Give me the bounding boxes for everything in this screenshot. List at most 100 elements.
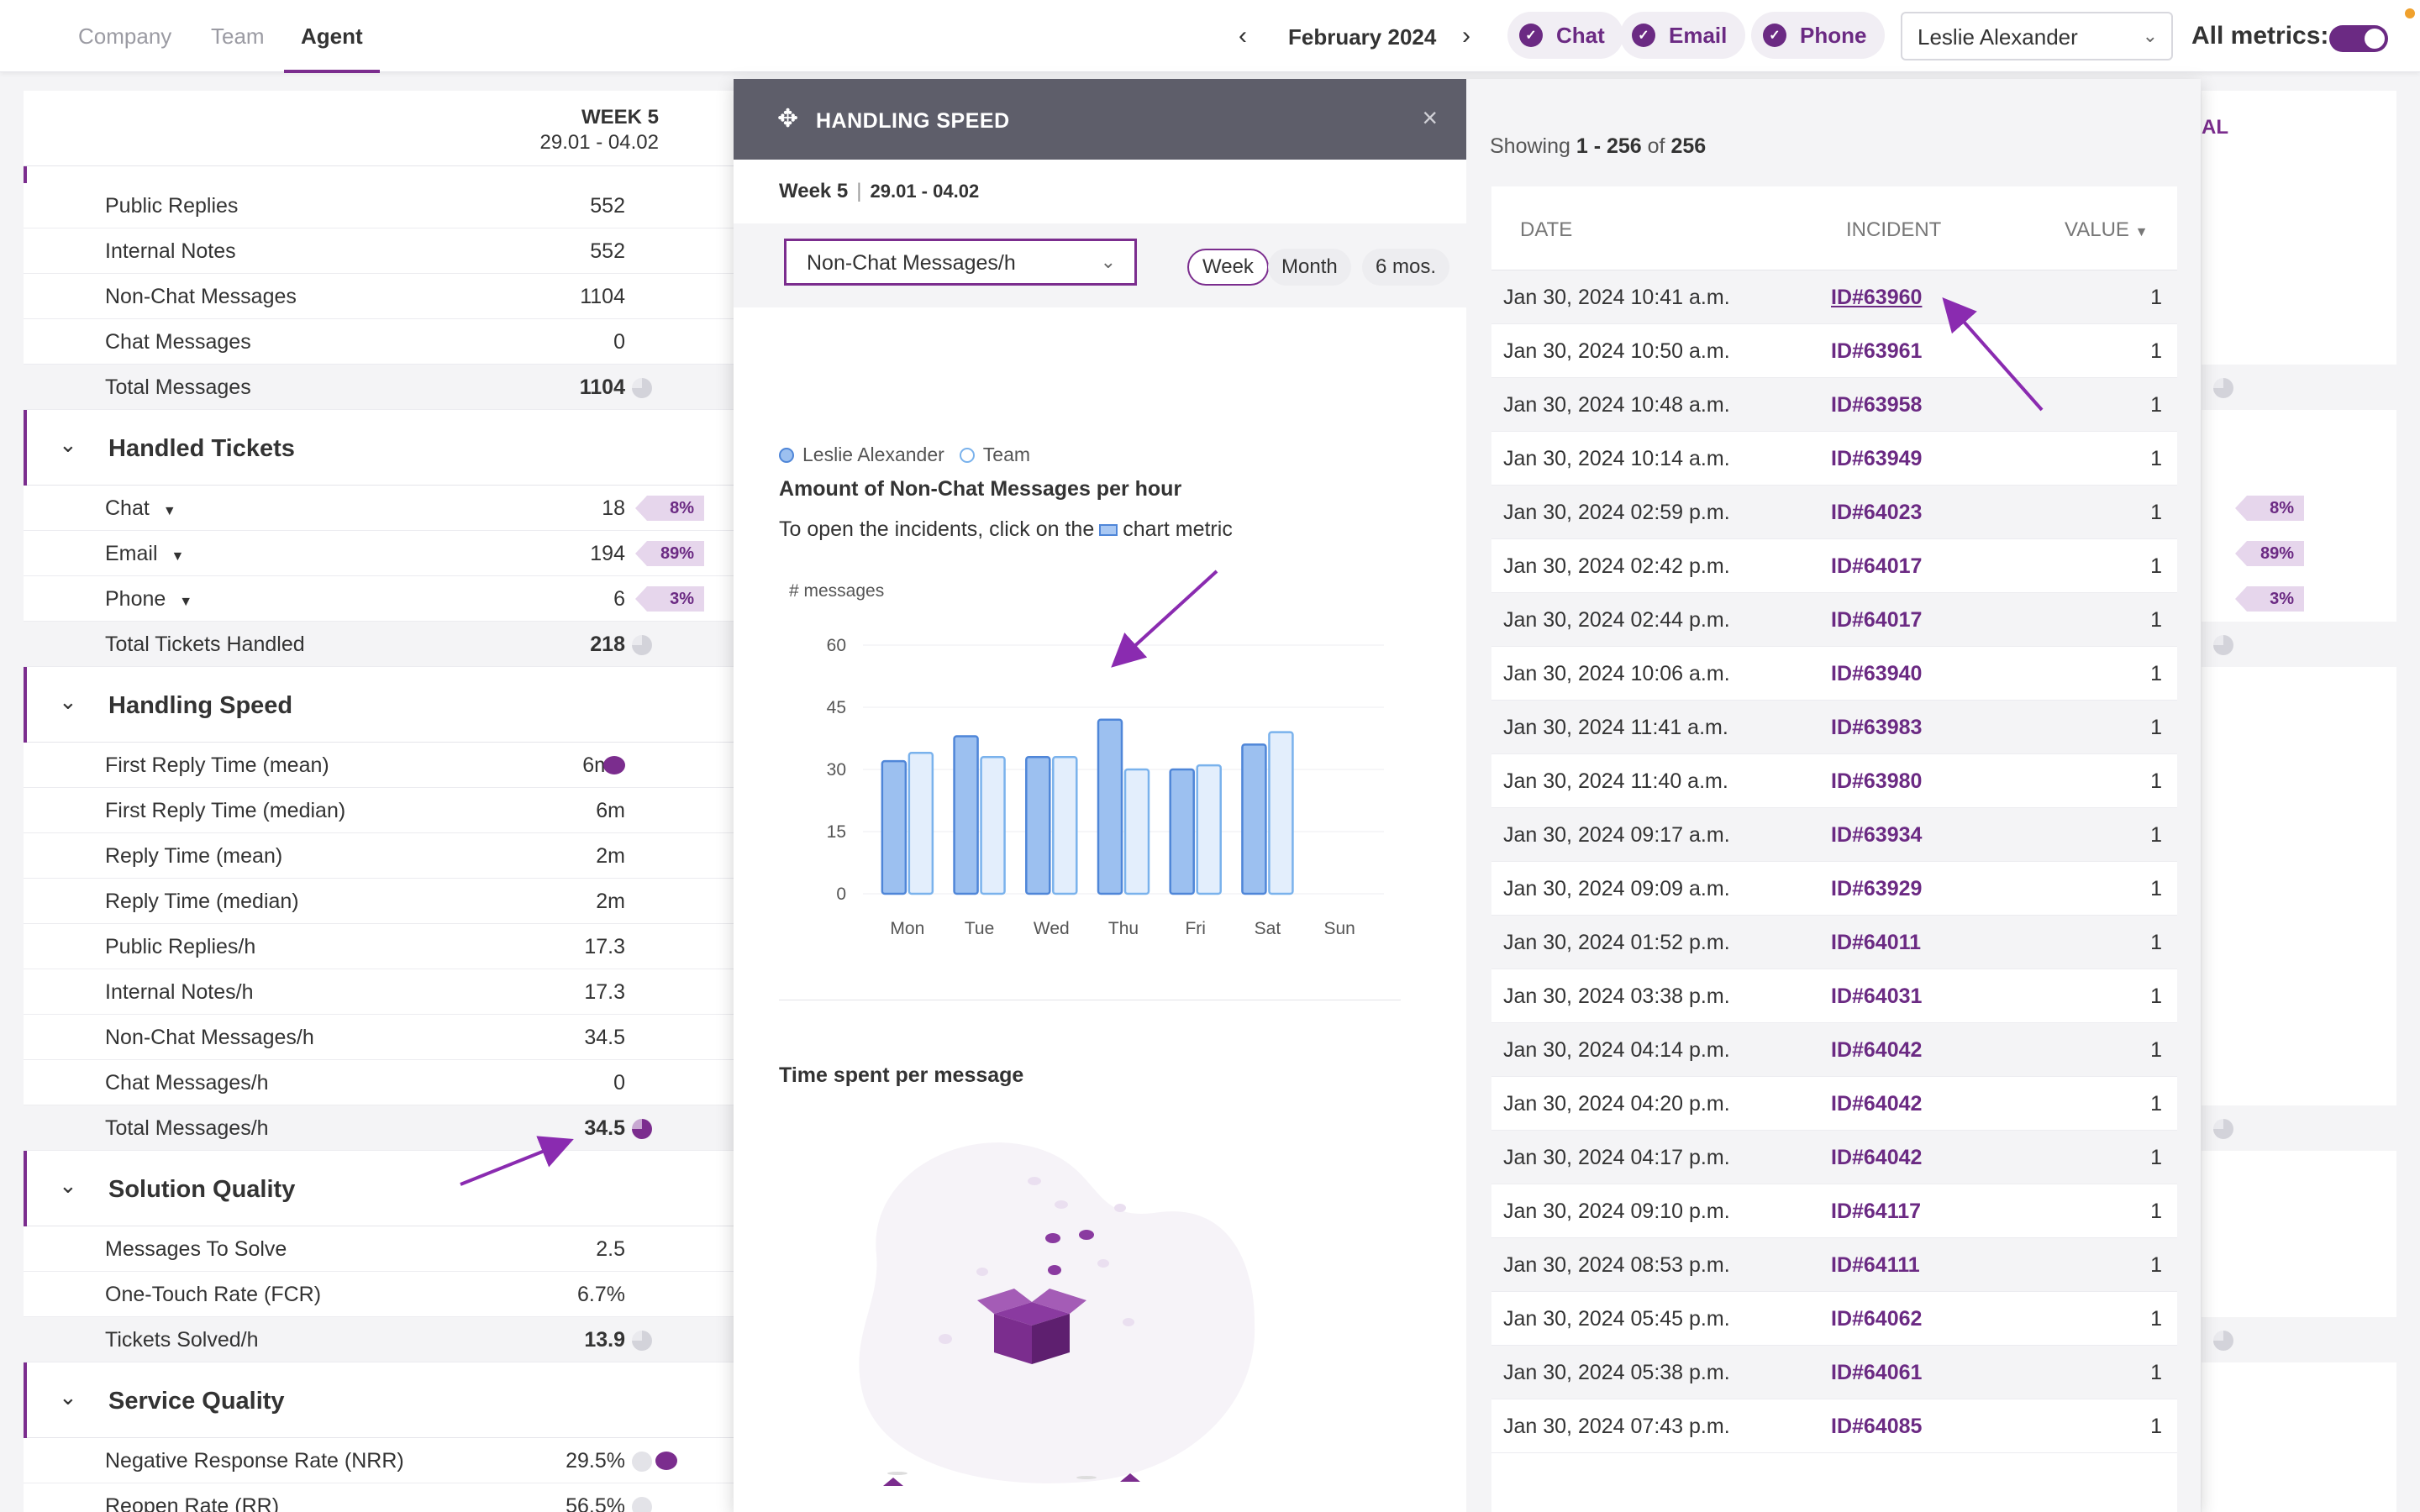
incident-link[interactable]: ID#64085 <box>1831 1415 1923 1438</box>
incident-date: Jan 30, 2024 04:20 p.m. <box>1503 1092 1730 1116</box>
incident-value: 1 <box>2150 1092 2162 1116</box>
section-handling-speed[interactable]: ⌄ Handling Speed <box>24 667 734 743</box>
metric-label[interactable]: Chat ▼ <box>105 496 176 520</box>
chevron-down-icon[interactable]: ⌄ <box>59 689 77 714</box>
comment-icon[interactable] <box>603 756 625 774</box>
period-month-button[interactable]: Month <box>1268 249 1351 286</box>
incident-link[interactable]: ID#64017 <box>1831 554 1923 578</box>
column-header-value[interactable]: VALUE ▼ <box>2065 218 2149 241</box>
incident-value: 1 <box>2150 1361 2162 1384</box>
incident-link[interactable]: ID#63980 <box>1831 769 1923 793</box>
incident-link[interactable]: ID#63934 <box>1831 823 1923 847</box>
tab-team[interactable]: Team <box>211 24 265 49</box>
incident-value: 1 <box>2150 447 2162 470</box>
incident-link[interactable]: ID#64111 <box>1831 1253 1920 1277</box>
bar-team[interactable] <box>1196 764 1222 895</box>
section-handled-tickets[interactable]: ⌄ Handled Tickets <box>24 410 734 486</box>
all-metrics-toggle[interactable] <box>2329 25 2388 52</box>
pie-chart-icon[interactable] <box>2213 378 2233 398</box>
metric-select[interactable]: Non-Chat Messages/h ⌄ <box>784 239 1137 286</box>
bar-team[interactable] <box>1268 731 1294 895</box>
incident-link[interactable]: ID#64042 <box>1831 1146 1923 1169</box>
week-column-header: WEEK 5 29.01 - 04.02 <box>24 91 734 166</box>
close-icon[interactable]: × <box>1422 102 1438 133</box>
incident-link[interactable]: ID#63949 <box>1831 447 1923 470</box>
agent-select[interactable]: Leslie Alexander ⌄ <box>1901 12 2173 60</box>
column-header-date[interactable]: DATE <box>1520 218 1573 241</box>
bar-agent[interactable] <box>1025 755 1051 895</box>
metric-label[interactable]: Phone ▼ <box>105 587 193 611</box>
bar-agent[interactable] <box>1241 743 1267 895</box>
bar-team[interactable] <box>908 752 934 895</box>
bar-team[interactable] <box>1123 768 1150 895</box>
check-icon: ✓ <box>1763 24 1786 47</box>
move-icon[interactable]: ✥ <box>777 105 799 133</box>
background-panel-right: AL 8% 89% 3% <box>2202 91 2396 1512</box>
incident-link[interactable]: ID#64062 <box>1831 1307 1923 1331</box>
period-6mos-button[interactable]: 6 mos. <box>1362 249 1450 286</box>
pie-chart-icon[interactable] <box>632 378 652 398</box>
metric-row: First Reply Time (mean) 6m <box>24 743 734 788</box>
x-tick-label: Thu <box>1108 919 1139 938</box>
bar-team[interactable] <box>1052 755 1078 895</box>
table-row: Jan 30, 2024 05:38 p.m. ID#64061 1 <box>1491 1346 2177 1399</box>
incident-link[interactable]: ID#64042 <box>1831 1038 1923 1062</box>
incident-link[interactable]: ID#64117 <box>1831 1200 1922 1223</box>
incident-value: 1 <box>2150 393 2162 417</box>
metric-value: 2.5 <box>596 1237 625 1261</box>
empty-state-illustration <box>859 1142 1255 1486</box>
bar-agent[interactable] <box>881 759 908 895</box>
pie-chart-icon[interactable] <box>632 1331 652 1351</box>
tab-company[interactable]: Company <box>78 24 172 49</box>
incident-link[interactable]: ID#64023 <box>1831 501 1923 524</box>
incident-date: Jan 30, 2024 08:53 p.m. <box>1503 1253 1730 1277</box>
incident-link[interactable]: ID#64031 <box>1831 984 1923 1008</box>
incident-link[interactable]: ID#63940 <box>1831 662 1923 685</box>
chevron-down-icon[interactable]: ⌄ <box>59 1173 77 1198</box>
chevron-down-icon[interactable]: ⌄ <box>59 432 77 457</box>
channel-chip-email[interactable]: ✓ Email <box>1620 12 1746 59</box>
metric-row: Non-Chat Messages 1104 <box>24 274 734 319</box>
incident-link[interactable]: ID#64061 <box>1831 1361 1923 1384</box>
channel-chip-phone[interactable]: ✓ Phone <box>1751 12 1886 59</box>
incident-link[interactable]: ID#63961 <box>1831 339 1923 363</box>
bar-team[interactable] <box>980 755 1006 895</box>
pie-chart-icon[interactable] <box>632 1119 652 1139</box>
prev-month-icon[interactable]: ‹ <box>1239 22 1247 50</box>
channel-chip-chat[interactable]: ✓ Chat <box>1507 12 1623 59</box>
column-header-incident[interactable]: INCIDENT <box>1846 218 1942 241</box>
incident-link[interactable]: ID#63929 <box>1831 877 1923 900</box>
incident-link[interactable]: ID#63960 <box>1831 286 1923 309</box>
caret-down-icon: ▼ <box>179 595 193 609</box>
incident-link[interactable]: ID#64042 <box>1831 1092 1923 1116</box>
chevron-down-icon[interactable]: ⌄ <box>59 1384 77 1410</box>
incident-link[interactable]: ID#63958 <box>1831 393 1923 417</box>
incident-link[interactable]: ID#63983 <box>1831 716 1923 739</box>
bar-agent[interactable] <box>1169 768 1195 895</box>
pie-chart-icon[interactable] <box>2213 635 2233 655</box>
next-month-icon[interactable]: › <box>1462 22 1470 50</box>
metric-value: 34.5 <box>584 1116 625 1140</box>
metric-label: Chat Messages <box>105 330 251 354</box>
bar-agent[interactable] <box>1097 718 1123 895</box>
pie-chart-icon[interactable] <box>2213 1331 2233 1351</box>
incident-link[interactable]: ID#64017 <box>1831 608 1923 632</box>
table-row: Jan 30, 2024 10:48 a.m. ID#63958 1 <box>1491 378 2177 432</box>
metric-row: First Reply Time (median) 6m <box>24 788 734 833</box>
comment-icon[interactable] <box>655 1452 677 1470</box>
bar-agent[interactable] <box>953 735 979 895</box>
pie-chart-icon[interactable] <box>632 635 652 655</box>
period-week-button[interactable]: Week <box>1187 249 1269 286</box>
metric-label: Internal Notes/h <box>105 980 254 1004</box>
metric-row: Reopen Rate (RR) 56.5% <box>24 1483 734 1512</box>
section-service-quality[interactable]: ⌄ Service Quality <box>24 1362 734 1438</box>
metric-label[interactable]: Email ▼ <box>105 542 185 565</box>
incident-link[interactable]: ID#64011 <box>1831 931 1922 954</box>
bg-row: 3% <box>2202 576 2396 622</box>
incident-date: Jan 30, 2024 04:14 p.m. <box>1503 1038 1730 1062</box>
section-solution-quality[interactable]: ⌄ Solution Quality <box>24 1151 734 1226</box>
table-row: Jan 30, 2024 09:10 p.m. ID#64117 1 <box>1491 1184 2177 1238</box>
tab-agent[interactable]: Agent <box>301 24 363 49</box>
incident-date: Jan 30, 2024 01:52 p.m. <box>1503 931 1730 954</box>
pie-chart-icon[interactable] <box>2213 1119 2233 1139</box>
